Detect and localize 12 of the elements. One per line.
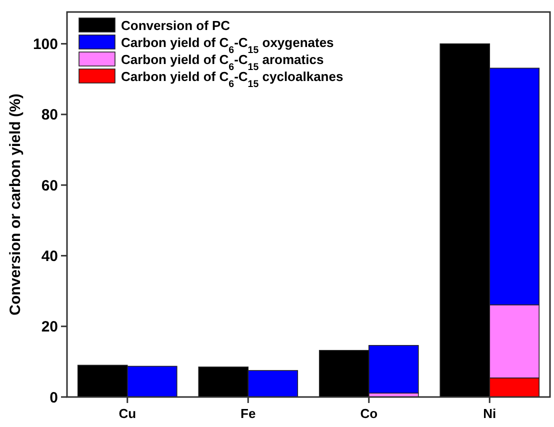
y-tick-label: 100	[32, 36, 58, 54]
y-tick-label: 80	[41, 106, 58, 124]
legend-label: Conversion of PC	[121, 18, 231, 33]
x-tick-label: Ni	[483, 406, 496, 421]
y-tick-label: 20	[41, 318, 58, 336]
x-tick-label: Cu	[118, 406, 136, 421]
x-tick-label: Co	[360, 406, 378, 421]
y-tick-label: 60	[41, 177, 58, 194]
y-axis-title: Conversion or carbon yield (%)	[7, 94, 24, 316]
y-tick-label: 40	[41, 248, 58, 265]
x-tick-label: Fe	[240, 406, 256, 421]
y-tick-label: 0	[50, 389, 58, 406]
